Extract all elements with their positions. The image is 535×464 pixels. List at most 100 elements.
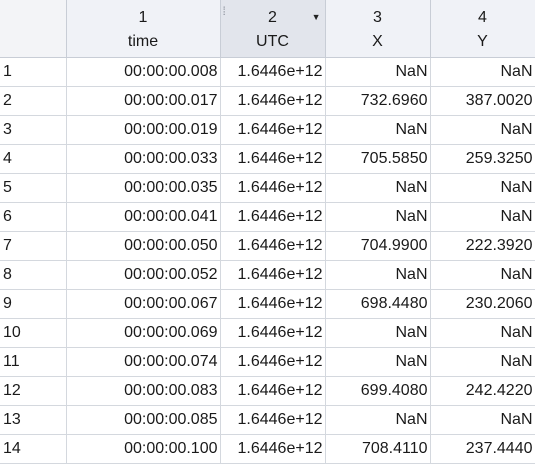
y-cell[interactable]: NaN [430,405,535,435]
y-cell[interactable]: 259.3250 [430,144,535,174]
x-cell[interactable]: NaN [325,405,431,435]
time-cell[interactable]: 00:00:00.041 [66,202,221,232]
utc-cell[interactable]: 1.6446e+12 [220,260,326,290]
table-row: 11 00:00:00.074 1.6446e+12 NaN NaN [0,347,535,377]
utc-cell[interactable]: 1.6446e+12 [220,405,326,435]
table-row: 8 00:00:00.052 1.6446e+12 NaN NaN [0,260,535,290]
time-cell[interactable]: 00:00:00.017 [66,86,221,116]
utc-cell[interactable]: 1.6446e+12 [220,289,326,319]
column-header-utc[interactable]: ⁞ 2 UTC ▼ [220,0,326,58]
row-number[interactable]: 6 [0,202,67,232]
table-row: 9 00:00:00.067 1.6446e+12 698.4480 230.2060 [0,289,535,319]
time-cell[interactable]: 00:00:00.074 [66,347,221,377]
x-cell[interactable]: 705.5850 [325,144,431,174]
x-cell[interactable]: NaN [325,318,431,348]
table-row: 13 00:00:00.085 1.6446e+12 NaN NaN [0,405,535,435]
table-row: 5 00:00:00.035 1.6446e+12 NaN NaN [0,173,535,203]
utc-cell[interactable]: 1.6446e+12 [220,173,326,203]
column-name: Y [477,33,488,50]
column-number: 2 [268,9,277,26]
y-cell[interactable]: NaN [430,347,535,377]
row-number[interactable]: 14 [0,434,67,464]
row-number[interactable]: 8 [0,260,67,290]
x-cell[interactable]: NaN [325,347,431,377]
chevron-down-icon[interactable]: ▼ [311,12,321,22]
time-cell[interactable]: 00:00:00.008 [66,57,221,87]
y-cell[interactable]: 222.3920 [430,231,535,261]
x-cell[interactable]: NaN [325,57,431,87]
utc-cell[interactable]: 1.6446e+12 [220,318,326,348]
y-cell[interactable]: 237.4440 [430,434,535,464]
y-cell[interactable]: NaN [430,173,535,203]
x-cell[interactable]: 699.4080 [325,376,431,406]
table-row: 3 00:00:00.019 1.6446e+12 NaN NaN [0,115,535,145]
drag-handle-icon[interactable]: ⁞ [222,4,226,18]
utc-cell[interactable]: 1.6446e+12 [220,347,326,377]
table-row: 12 00:00:00.083 1.6446e+12 699.4080 242.4220 [0,376,535,406]
x-cell[interactable]: 698.4480 [325,289,431,319]
table-row: 1 00:00:00.008 1.6446e+12 NaN NaN [0,57,535,87]
x-cell[interactable]: NaN [325,173,431,203]
y-cell[interactable]: 387.0020 [430,86,535,116]
table-row: 2 00:00:00.017 1.6446e+12 732.6960 387.0020 [0,86,535,116]
row-number[interactable]: 10 [0,318,67,348]
time-cell[interactable]: 00:00:00.100 [66,434,221,464]
y-cell[interactable]: NaN [430,318,535,348]
y-cell[interactable]: NaN [430,57,535,87]
y-cell[interactable]: NaN [430,202,535,232]
utc-cell[interactable]: 1.6446e+12 [220,144,326,174]
column-header-time[interactable]: 1 time [66,0,221,58]
time-cell[interactable]: 00:00:00.050 [66,231,221,261]
x-cell[interactable]: NaN [325,202,431,232]
time-cell[interactable]: 00:00:00.019 [66,115,221,145]
row-number[interactable]: 4 [0,144,67,174]
row-number[interactable]: 2 [0,86,67,116]
column-number: 3 [373,9,382,26]
row-number[interactable]: 3 [0,115,67,145]
column-number: 1 [138,9,148,26]
row-number[interactable]: 12 [0,376,67,406]
utc-cell[interactable]: 1.6446e+12 [220,57,326,87]
y-cell[interactable]: NaN [430,260,535,290]
x-cell[interactable]: 708.4110 [325,434,431,464]
time-cell[interactable]: 00:00:00.067 [66,289,221,319]
row-number[interactable]: 9 [0,289,67,319]
x-cell[interactable]: 732.6960 [325,86,431,116]
table-body: 1 00:00:00.008 1.6446e+12 NaN NaN 2 00:00:00.0… [0,57,535,464]
time-cell[interactable]: 00:00:00.033 [66,144,221,174]
utc-cell[interactable]: 1.6446e+12 [220,202,326,232]
row-number[interactable]: 11 [0,347,67,377]
column-number: 4 [478,9,487,26]
y-cell[interactable]: 242.4220 [430,376,535,406]
utc-cell[interactable]: 1.6446e+12 [220,231,326,261]
utc-cell[interactable]: 1.6446e+12 [220,376,326,406]
time-cell[interactable]: 00:00:00.035 [66,173,221,203]
column-name: X [372,33,383,50]
utc-cell[interactable]: 1.6446e+12 [220,86,326,116]
utc-cell[interactable]: 1.6446e+12 [220,115,326,145]
row-number[interactable]: 1 [0,57,67,87]
row-number[interactable]: 7 [0,231,67,261]
time-cell[interactable]: 00:00:00.069 [66,318,221,348]
corner-cell[interactable] [0,0,67,58]
time-cell[interactable]: 00:00:00.083 [66,376,221,406]
x-cell[interactable]: NaN [325,260,431,290]
y-cell[interactable]: 230.2060 [430,289,535,319]
column-name: UTC [256,33,289,50]
x-cell[interactable]: 704.9900 [325,231,431,261]
y-cell[interactable]: NaN [430,115,535,145]
column-header-y[interactable]: 4 Y [430,0,535,58]
time-cell[interactable]: 00:00:00.052 [66,260,221,290]
time-cell[interactable]: 00:00:00.085 [66,405,221,435]
row-number[interactable]: 13 [0,405,67,435]
column-header-x[interactable]: 3 X [325,0,431,58]
table-row: 4 00:00:00.033 1.6446e+12 705.5850 259.3250 [0,144,535,174]
utc-cell[interactable]: 1.6446e+12 [220,434,326,464]
table-row: 10 00:00:00.069 1.6446e+12 NaN NaN [0,318,535,348]
row-number[interactable]: 5 [0,173,67,203]
column-name: time [127,33,159,50]
table-row: 6 00:00:00.041 1.6446e+12 NaN NaN [0,202,535,232]
x-cell[interactable]: NaN [325,115,431,145]
header-row: 1 time ⁞ 2 UTC ▼ 3 X 4 Y [0,0,535,58]
